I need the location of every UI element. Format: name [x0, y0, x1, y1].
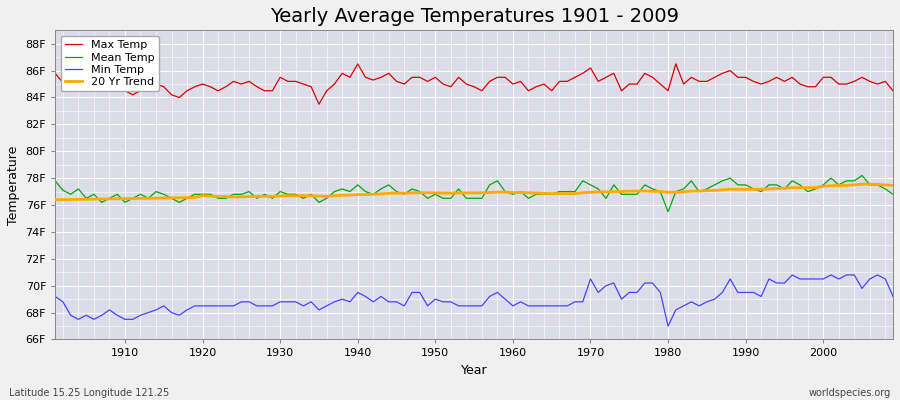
Min Temp [500, 297, 510, 302]
Min Temp [887, 294, 898, 299]
Mean Temp [662, 209, 673, 214]
Max Temp [291, 79, 302, 84]
20 Yr Trend [283, 193, 293, 198]
20 Yr Trend [600, 189, 611, 194]
Text: Latitude 15.25 Longitude 121.25: Latitude 15.25 Longitude 121.25 [9, 388, 169, 398]
Y-axis label: Temperature: Temperature [7, 145, 20, 224]
Text: worldspecies.org: worldspecies.org [809, 388, 891, 398]
Max Temp [50, 71, 60, 76]
Mean Temp [50, 178, 60, 183]
20 Yr Trend [857, 182, 868, 187]
Mean Temp [508, 192, 518, 197]
Mean Temp [857, 173, 868, 178]
X-axis label: Year: Year [461, 364, 488, 377]
Mean Temp [329, 189, 340, 194]
Max Temp [73, 58, 84, 62]
Line: Min Temp: Min Temp [55, 275, 893, 326]
Max Temp [345, 75, 356, 80]
Mean Temp [600, 196, 611, 201]
20 Yr Trend [112, 196, 122, 201]
20 Yr Trend [508, 190, 518, 195]
Mean Temp [112, 192, 122, 197]
Legend: Max Temp, Mean Temp, Min Temp, 20 Yr Trend: Max Temp, Mean Temp, Min Temp, 20 Yr Tre… [60, 36, 158, 91]
Max Temp [887, 88, 898, 93]
Line: 20 Yr Trend: 20 Yr Trend [55, 184, 893, 200]
Title: Yearly Average Temperatures 1901 - 2009: Yearly Average Temperatures 1901 - 2009 [270, 7, 679, 26]
Min Temp [600, 283, 611, 288]
Line: Mean Temp: Mean Temp [55, 176, 893, 212]
Max Temp [523, 88, 534, 93]
20 Yr Trend [329, 193, 340, 198]
Min Temp [787, 272, 797, 277]
20 Yr Trend [887, 183, 898, 188]
Mean Temp [283, 192, 293, 197]
Min Temp [50, 294, 60, 299]
20 Yr Trend [500, 190, 510, 194]
20 Yr Trend [50, 197, 60, 202]
Min Temp [283, 300, 293, 304]
Line: Max Temp: Max Temp [55, 60, 893, 104]
Max Temp [616, 88, 627, 93]
Min Temp [329, 300, 340, 304]
Mean Temp [887, 192, 898, 197]
Min Temp [662, 324, 673, 328]
Mean Temp [500, 189, 510, 194]
Min Temp [508, 304, 518, 308]
Max Temp [516, 79, 526, 84]
Max Temp [313, 102, 324, 107]
Min Temp [112, 313, 122, 318]
Max Temp [120, 88, 130, 93]
